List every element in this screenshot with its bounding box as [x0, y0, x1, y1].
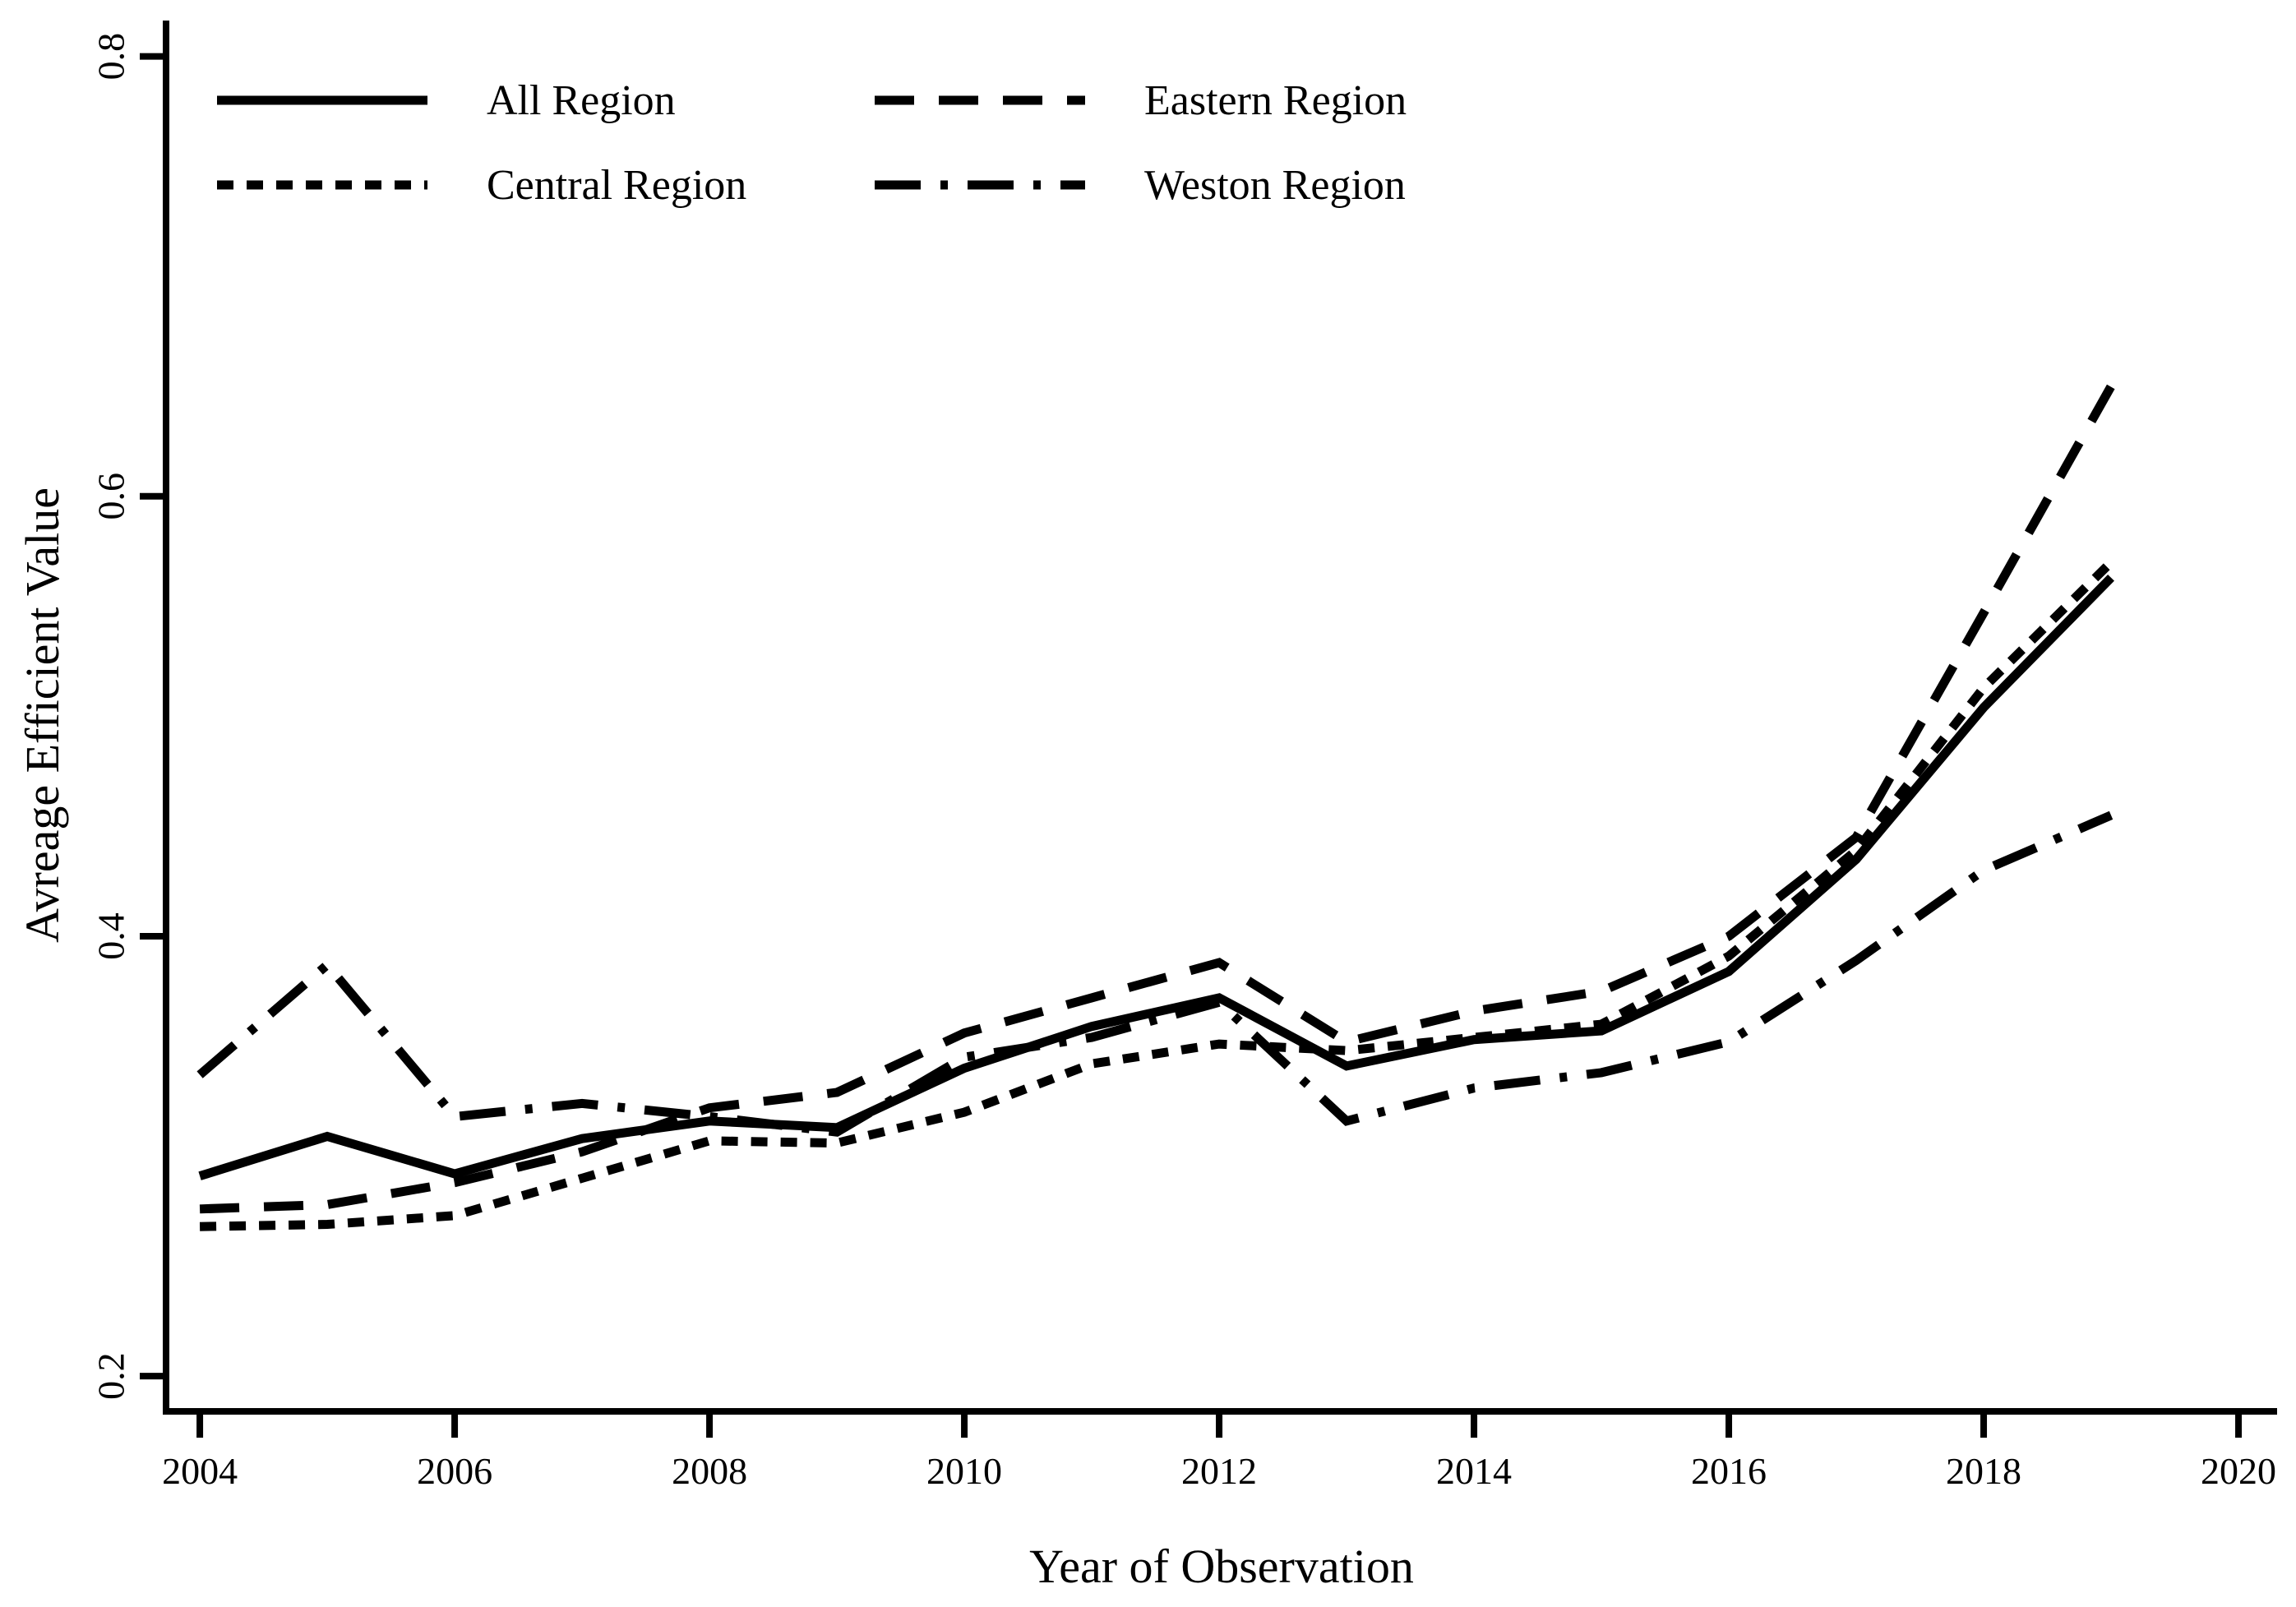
x-tick-label: 2006 [417, 1450, 492, 1492]
legend: All Region Eastern Region Central Region [215, 77, 1407, 247]
x-tick-label: 2020 [2201, 1450, 2276, 1492]
x-tick-label: 2016 [1691, 1450, 1767, 1492]
legend-label-weston-region: Weston Region [1144, 161, 1406, 209]
legend-item-central-region: Central Region [215, 161, 873, 210]
x-tick-label: 2014 [1436, 1450, 1512, 1492]
series-line-eastern-region [199, 384, 2115, 1214]
legend-item-weston-region: Weston Region [873, 161, 1406, 210]
legend-label-central-region: Central Region [487, 161, 747, 209]
x-axis-title: Year of Observation [1029, 1540, 1414, 1593]
legend-label-eastern-region: Eastern Region [1144, 76, 1407, 124]
dotted-line-swatch-icon [217, 180, 427, 190]
legend-item-eastern-region: Eastern Region [873, 76, 1407, 125]
dash-dot-line-swatch-icon [875, 180, 1085, 190]
x-tick-label: 2008 [672, 1450, 747, 1492]
solid-line-swatch-icon [217, 95, 427, 105]
y-axis-title: Avreage Efficient Value [16, 487, 69, 943]
y-tick-label: 0.2 [90, 1352, 132, 1400]
y-tick-label: 0.8 [90, 33, 132, 81]
series-line-weston-region [196, 810, 2114, 1137]
legend-label-all-region: All Region [487, 76, 676, 124]
x-tick-label: 2012 [1181, 1450, 1257, 1492]
legend-row: Central Region Weston Region [215, 161, 1407, 210]
x-tick-label: 2010 [926, 1450, 1002, 1492]
legend-row: All Region Eastern Region [215, 76, 1407, 125]
legend-item-all-region: All Region [215, 76, 873, 125]
x-tick-label: 2018 [1946, 1450, 2021, 1492]
series-line-all-region [198, 574, 2114, 1180]
y-tick-label: 0.4 [90, 912, 132, 960]
y-tick-label: 0.6 [90, 473, 132, 520]
series-line-central-region [199, 559, 2114, 1231]
x-tick-label: 2004 [162, 1450, 238, 1492]
dashed-line-swatch-icon [875, 95, 1085, 105]
